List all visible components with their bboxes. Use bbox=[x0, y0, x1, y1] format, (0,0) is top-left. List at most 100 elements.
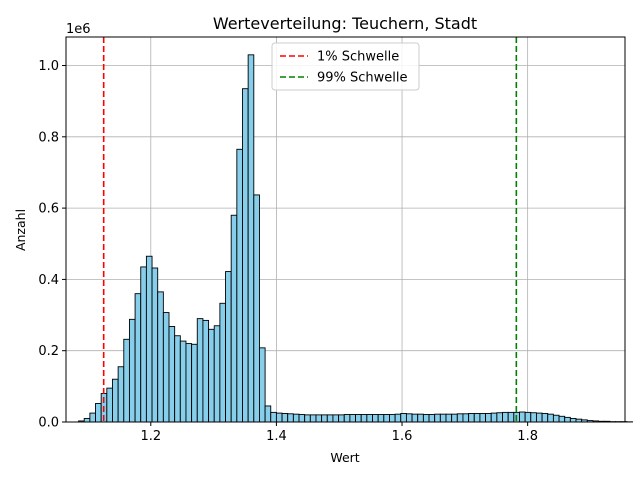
histogram-bar bbox=[230, 214, 238, 423]
histogram-bar bbox=[191, 343, 198, 423]
histogram-bar bbox=[485, 412, 492, 423]
histogram-bar bbox=[389, 414, 396, 423]
histogram-bar bbox=[157, 291, 164, 423]
y-tick-label: 0.6 bbox=[38, 202, 59, 217]
histogram-bar bbox=[496, 412, 503, 423]
threshold-lines bbox=[102, 37, 518, 422]
histogram-bar bbox=[168, 326, 176, 423]
histogram-bar bbox=[225, 271, 232, 423]
x-tick-label: 1.8 bbox=[517, 429, 538, 444]
histogram-bar bbox=[179, 340, 187, 423]
histogram-bar bbox=[321, 414, 328, 423]
histogram-bar bbox=[535, 412, 543, 423]
histogram-bar bbox=[355, 414, 362, 423]
histogram-bar bbox=[411, 413, 419, 423]
histogram-bar bbox=[208, 328, 215, 423]
histogram-bar bbox=[479, 412, 487, 423]
histogram-bar bbox=[490, 412, 498, 423]
histogram-bar bbox=[112, 378, 119, 423]
histogram-bar bbox=[552, 414, 560, 423]
histogram-bar bbox=[259, 347, 266, 423]
histogram-bar bbox=[569, 417, 577, 423]
histogram-bar bbox=[519, 411, 526, 423]
histogram-bar bbox=[507, 411, 515, 423]
y-tick-label: 0.8 bbox=[38, 130, 59, 145]
histogram-bar bbox=[145, 255, 153, 423]
histogram-bar bbox=[242, 88, 249, 423]
histogram-bar bbox=[349, 414, 356, 423]
histogram-bar bbox=[298, 414, 306, 423]
x-axis-label: Wert bbox=[330, 450, 359, 465]
histogram-bar bbox=[377, 414, 385, 423]
histogram-bar bbox=[338, 414, 345, 423]
histogram-bar bbox=[304, 414, 311, 423]
histogram-bar bbox=[174, 335, 181, 423]
histogram-bar bbox=[473, 412, 481, 423]
legend: 1% Schwelle 99% Schwelle bbox=[271, 42, 420, 91]
histogram-bar bbox=[117, 366, 125, 423]
histogram-bar bbox=[196, 318, 204, 423]
y-tick-label: 0.4 bbox=[38, 273, 59, 288]
x-axis-ticks: 1.2 1.4 1.6 1.8 bbox=[140, 422, 538, 444]
histogram-bar bbox=[383, 414, 390, 423]
histogram-bar bbox=[366, 414, 373, 423]
plot-area-frame bbox=[65, 36, 626, 423]
histogram-bar bbox=[445, 413, 453, 423]
histogram-bar bbox=[456, 413, 464, 423]
histogram-bar bbox=[202, 319, 210, 423]
histogram-bar bbox=[236, 148, 243, 423]
histogram-bar bbox=[134, 293, 142, 423]
histogram-bar bbox=[213, 325, 221, 423]
histogram-bar bbox=[247, 54, 255, 423]
x-tick-label: 1.6 bbox=[392, 429, 413, 444]
histogram-bar bbox=[185, 343, 193, 423]
histogram-bar bbox=[422, 414, 430, 423]
histogram-bar bbox=[468, 412, 475, 423]
histogram-bar bbox=[417, 413, 424, 423]
histogram-bar bbox=[128, 318, 136, 423]
histogram-bar bbox=[524, 411, 532, 423]
y-tick-label: 1.0 bbox=[38, 59, 59, 74]
histogram-bar bbox=[219, 302, 226, 423]
histogram-bar bbox=[140, 266, 147, 423]
chart-title: Werteverteilung: Teuchern, Stadt bbox=[213, 14, 477, 33]
histogram-bar bbox=[95, 403, 102, 423]
x-tick-label: 1.4 bbox=[266, 429, 287, 444]
y-axis-label: Anzahl bbox=[13, 209, 28, 251]
y-axis-multiplier: 1e6 bbox=[66, 22, 91, 37]
histogram-bar bbox=[309, 414, 317, 423]
histogram-bar bbox=[123, 338, 130, 423]
histogram-bar bbox=[428, 414, 436, 423]
histogram-bar bbox=[547, 413, 554, 423]
histogram-bar bbox=[275, 412, 283, 423]
histogram-bar bbox=[83, 417, 91, 423]
histogram-bar bbox=[502, 411, 509, 423]
histogram-bar bbox=[270, 411, 277, 423]
histogram-bar bbox=[315, 414, 323, 423]
histogram-bar bbox=[326, 414, 334, 423]
histogram-bar bbox=[439, 413, 447, 423]
histogram-bar bbox=[564, 416, 571, 423]
y-tick-label: 0.2 bbox=[38, 344, 59, 359]
histogram-bar bbox=[106, 387, 113, 423]
histogram-bar bbox=[343, 414, 351, 423]
histogram-bar bbox=[530, 412, 537, 423]
histogram-bar bbox=[360, 414, 368, 423]
histogram-bar bbox=[541, 412, 549, 423]
x-tick-label: 1.2 bbox=[140, 429, 161, 444]
histogram-bar bbox=[372, 414, 379, 423]
histogram-bar bbox=[264, 405, 272, 423]
histogram-bar bbox=[394, 413, 402, 423]
histogram-bar bbox=[332, 414, 340, 423]
histogram-bar bbox=[434, 413, 441, 423]
y-tick-label: 0.0 bbox=[38, 416, 59, 431]
histogram-bar bbox=[405, 413, 413, 423]
histogram-bar bbox=[253, 194, 260, 423]
histogram-bar bbox=[162, 312, 170, 423]
histogram-bar bbox=[292, 413, 300, 423]
histogram-bar bbox=[151, 267, 159, 423]
histogram-bar bbox=[89, 412, 96, 423]
histogram-bar bbox=[400, 412, 407, 423]
legend-box bbox=[271, 42, 420, 91]
